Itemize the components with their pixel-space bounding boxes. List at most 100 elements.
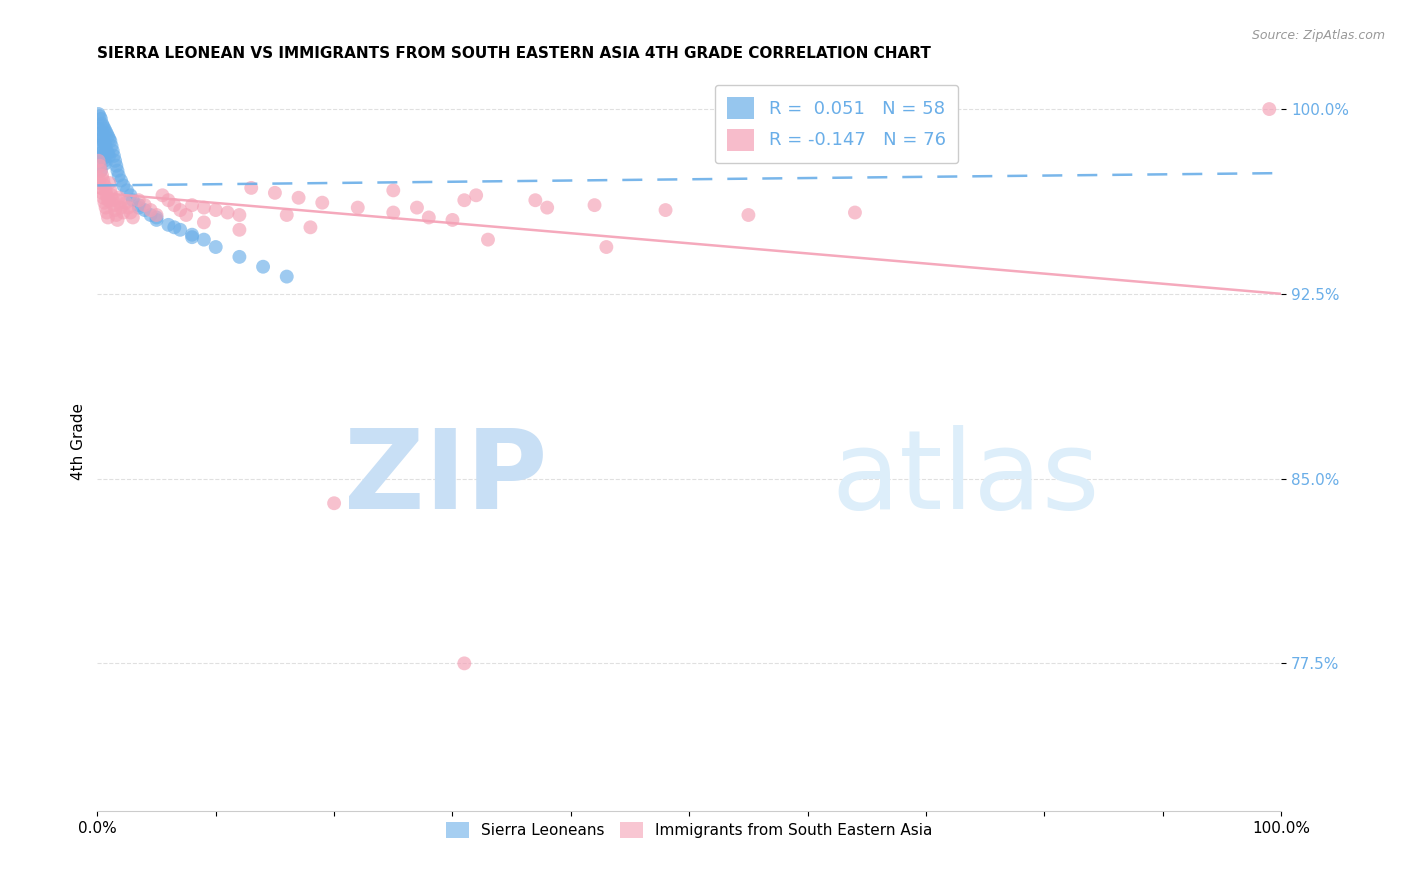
Point bbox=[97, 211, 120, 225]
Legend: Sierra Leoneans, Immigrants from South Eastern Asia: Sierra Leoneans, Immigrants from South E… bbox=[440, 816, 939, 844]
Point bbox=[87, 107, 110, 121]
Text: SIERRA LEONEAN VS IMMIGRANTS FROM SOUTH EASTERN ASIA 4TH GRADE CORRELATION CHART: SIERRA LEONEAN VS IMMIGRANTS FROM SOUTH … bbox=[97, 46, 931, 62]
Point bbox=[441, 213, 464, 227]
Point bbox=[121, 193, 143, 207]
Point bbox=[91, 149, 114, 163]
Point bbox=[595, 240, 617, 254]
Point bbox=[120, 205, 142, 219]
Point bbox=[110, 173, 132, 187]
Point bbox=[104, 153, 127, 168]
Point bbox=[93, 153, 115, 168]
Point bbox=[181, 227, 204, 242]
Point bbox=[276, 208, 298, 222]
Point bbox=[112, 205, 135, 219]
Point bbox=[91, 152, 114, 166]
Point bbox=[90, 146, 112, 161]
Point bbox=[128, 201, 150, 215]
Point bbox=[87, 121, 110, 136]
Point bbox=[98, 193, 121, 207]
Point bbox=[465, 188, 488, 202]
Point bbox=[107, 169, 129, 183]
Point bbox=[737, 208, 759, 222]
Point bbox=[90, 163, 112, 178]
Text: Source: ZipAtlas.com: Source: ZipAtlas.com bbox=[1251, 29, 1385, 42]
Point bbox=[228, 223, 250, 237]
Point bbox=[97, 193, 120, 207]
Point bbox=[134, 198, 156, 212]
Point bbox=[145, 208, 167, 222]
Point bbox=[157, 193, 180, 207]
Point bbox=[90, 163, 112, 178]
Point bbox=[87, 139, 110, 153]
Point bbox=[204, 240, 226, 254]
Point bbox=[110, 201, 132, 215]
Point bbox=[264, 186, 287, 200]
Point bbox=[418, 211, 440, 225]
Point bbox=[107, 191, 129, 205]
Point bbox=[90, 181, 112, 195]
Point bbox=[583, 198, 606, 212]
Point bbox=[91, 169, 114, 183]
Point bbox=[87, 153, 110, 168]
Point bbox=[91, 191, 114, 205]
Point bbox=[204, 203, 226, 218]
Point bbox=[117, 201, 139, 215]
Point bbox=[276, 269, 298, 284]
Point bbox=[193, 215, 215, 229]
Point bbox=[96, 144, 118, 158]
Point bbox=[89, 159, 111, 173]
Point bbox=[100, 139, 122, 153]
Point bbox=[120, 188, 142, 202]
Point bbox=[94, 156, 117, 170]
Point bbox=[91, 173, 114, 187]
Point bbox=[323, 496, 346, 510]
Point bbox=[89, 144, 111, 158]
Point bbox=[406, 201, 429, 215]
Point bbox=[96, 127, 118, 141]
Point bbox=[104, 203, 127, 218]
Point bbox=[139, 203, 162, 218]
Point bbox=[844, 205, 866, 219]
Point bbox=[654, 203, 676, 218]
Point bbox=[91, 117, 114, 131]
Point bbox=[169, 203, 191, 218]
Point bbox=[93, 136, 115, 151]
Point bbox=[193, 201, 215, 215]
Point bbox=[299, 220, 322, 235]
Point bbox=[107, 163, 129, 178]
Point bbox=[382, 183, 405, 197]
Point bbox=[103, 149, 125, 163]
Point bbox=[453, 657, 475, 671]
Point bbox=[382, 205, 405, 219]
Y-axis label: 4th Grade: 4th Grade bbox=[72, 403, 86, 480]
Point bbox=[193, 233, 215, 247]
Point bbox=[114, 195, 136, 210]
Point bbox=[287, 191, 309, 205]
Point bbox=[93, 121, 115, 136]
Point bbox=[100, 188, 122, 202]
Point bbox=[105, 208, 128, 222]
Point bbox=[112, 178, 135, 193]
Point bbox=[108, 195, 131, 210]
Point bbox=[94, 124, 117, 138]
Point bbox=[228, 250, 250, 264]
Point bbox=[97, 146, 120, 161]
Point bbox=[163, 220, 186, 235]
Text: atlas: atlas bbox=[831, 425, 1099, 533]
Point bbox=[139, 208, 162, 222]
Point bbox=[93, 195, 115, 210]
Point bbox=[89, 159, 111, 173]
Point bbox=[101, 144, 124, 158]
Point bbox=[252, 260, 274, 274]
Point bbox=[311, 195, 333, 210]
Point bbox=[477, 233, 499, 247]
Point bbox=[89, 127, 111, 141]
Point bbox=[181, 198, 204, 212]
Point bbox=[105, 159, 128, 173]
Point bbox=[134, 203, 156, 218]
Point bbox=[145, 211, 167, 225]
Point bbox=[228, 208, 250, 222]
Point bbox=[89, 176, 111, 190]
Point bbox=[100, 183, 122, 197]
Point bbox=[103, 198, 125, 212]
